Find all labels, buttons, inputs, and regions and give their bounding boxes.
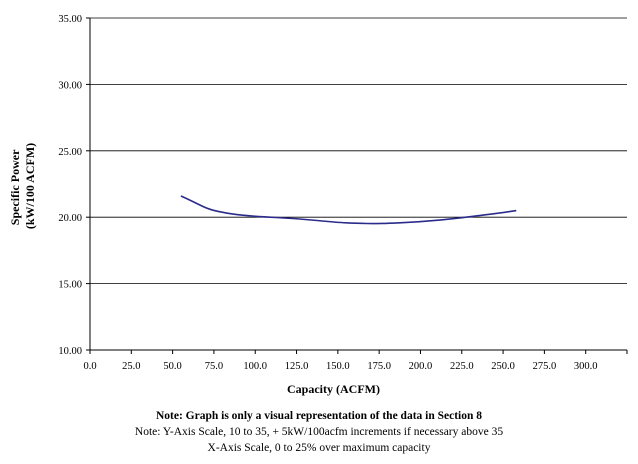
axes (86, 17, 628, 354)
x-tick-label: 75.0 (205, 361, 223, 372)
x-axis-label: Capacity (ACFM) (287, 382, 380, 396)
y-axis-label-line-1: Specific Power (8, 149, 22, 225)
series-group (180, 195, 517, 225)
x-tick-label: 250.0 (491, 361, 515, 372)
x-tick-label: 50.0 (163, 361, 181, 372)
y-tick-labels: 10.00 15.00 20.00 25.00 30.00 35.00 (58, 14, 82, 357)
x-tick-label: 300.0 (574, 361, 598, 372)
x-tick-label: 225.0 (450, 361, 474, 372)
x-tick-label: 25.0 (122, 361, 140, 372)
y-axis-label-line-2: (kW/100 ACFM) (23, 143, 37, 229)
y-tick-label: 20.00 (58, 213, 82, 224)
x-tick-label: 150.0 (326, 361, 350, 372)
gridlines (90, 17, 627, 285)
x-tick-label: 200.0 (409, 361, 433, 372)
x-tick-label: 100.0 (243, 361, 267, 372)
chart: 10.00 15.00 20.00 25.00 30.00 35.00 0.0 25.0 50… (8, 14, 628, 396)
y-tick-label: 35.00 (58, 14, 82, 25)
note-line-2: Note: Y-Axis Scale, 10 to 35, + 5kW/100a… (134, 426, 504, 438)
x-tick-label: 175.0 (367, 361, 391, 372)
x-tick-label: 125.0 (285, 361, 309, 372)
y-tick-label: 30.00 (58, 80, 82, 91)
x-tick-label: 0.0 (83, 361, 96, 372)
series-line (180, 195, 517, 225)
y-axis-label: Specific Power (kW/100 ACFM) (8, 143, 37, 229)
x-tick-labels: 0.0 25.0 50.0 75.0 100.0 125.0 150.0 175.0 200.0… (83, 361, 597, 372)
y-tick-label: 10.00 (58, 346, 82, 357)
y-tick-label: 25.00 (58, 147, 82, 158)
notes: Note: Graph is only a visual representat… (0, 408, 638, 456)
y-tick-label: 15.00 (58, 280, 82, 291)
x-tick-label: 275.0 (533, 361, 557, 372)
note-line-3: X-Axis Scale, 0 to 25% over maximum capa… (207, 442, 431, 454)
note-line-1: Note: Graph is only a visual representat… (155, 410, 483, 422)
